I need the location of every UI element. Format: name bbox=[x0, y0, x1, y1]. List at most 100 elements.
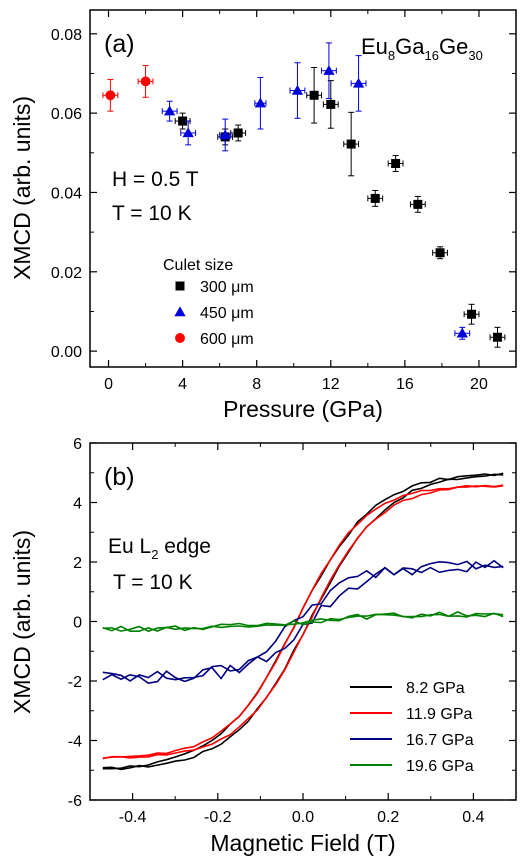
compound-ge: Ge bbox=[439, 34, 468, 59]
x-tick-label: 12 bbox=[322, 376, 340, 393]
y-tick-label: 2 bbox=[73, 555, 82, 572]
temperature-annotation-a: T = 10 K bbox=[112, 202, 192, 225]
compound-formula: Eu8Ga16Ge30 bbox=[361, 34, 483, 63]
data-point bbox=[454, 326, 471, 340]
x-tick-label: 0 bbox=[104, 376, 113, 393]
panel-b-y-axis-title: XMCD (arb. units) bbox=[9, 530, 35, 714]
point-marker bbox=[105, 90, 116, 101]
point-marker bbox=[326, 99, 336, 109]
y-tick-label: -6 bbox=[68, 793, 82, 810]
panel-a-data-points bbox=[102, 42, 506, 348]
x-tick-label: 16 bbox=[396, 376, 414, 393]
point-marker bbox=[435, 248, 445, 258]
data-point bbox=[350, 55, 367, 112]
point-marker bbox=[178, 116, 188, 126]
edge-sub: 2 bbox=[151, 547, 158, 562]
panel-a-plot-frame bbox=[89, 9, 517, 368]
point-marker bbox=[492, 332, 502, 342]
point-marker bbox=[254, 97, 267, 108]
data-point bbox=[409, 195, 426, 213]
y-tick-label: -4 bbox=[68, 734, 82, 751]
x-tick-label: 0.4 bbox=[462, 809, 484, 826]
panel-b-data-lines bbox=[102, 472, 504, 771]
data-point bbox=[367, 189, 384, 207]
legend-label: 19.6 GPa bbox=[406, 758, 474, 775]
point-marker bbox=[291, 84, 304, 95]
series-line bbox=[102, 611, 504, 633]
data-point bbox=[343, 111, 360, 177]
point-marker bbox=[370, 193, 380, 203]
x-tick-label: 20 bbox=[470, 376, 488, 393]
point-marker bbox=[346, 139, 356, 149]
y-tick-label: -2 bbox=[68, 674, 82, 691]
panel-a-axis-ticks: 0 4 8 12 16 20 0.00 0.02 0.04 0.06 0.08 bbox=[51, 10, 516, 393]
legend-marker-circle bbox=[175, 333, 185, 343]
data-point bbox=[254, 76, 267, 130]
x-tick-label: -0.2 bbox=[204, 809, 232, 826]
legend-marker-triangle bbox=[174, 306, 186, 317]
legend-label: 600 μm bbox=[200, 331, 254, 348]
x-tick-label: 8 bbox=[252, 376, 261, 393]
series-line bbox=[102, 473, 504, 771]
data-point bbox=[463, 303, 480, 325]
data-point bbox=[306, 67, 323, 124]
point-marker bbox=[467, 309, 477, 319]
legend-label: 16.7 GPa bbox=[406, 732, 474, 749]
edge-rest: edge bbox=[158, 535, 211, 558]
data-point bbox=[432, 246, 448, 260]
y-tick-label: 0.00 bbox=[51, 344, 82, 361]
data-point bbox=[321, 42, 337, 99]
x-tick-label: 0.2 bbox=[377, 809, 399, 826]
legend-label: 450 μm bbox=[200, 305, 254, 322]
x-tick-label: 4 bbox=[178, 376, 187, 393]
data-point bbox=[289, 62, 306, 119]
point-marker bbox=[456, 327, 468, 338]
panel-b-x-axis-title: Magnetic Field (T) bbox=[210, 830, 395, 856]
point-marker bbox=[164, 105, 176, 116]
panel-a-x-axis-title: Pressure (GPa) bbox=[223, 396, 383, 422]
panel-b-axis-ticks: -0.4 -0.2 0.0 0.2 0.4 -6 -4 -2 0 2 4 6 bbox=[68, 436, 517, 826]
point-marker bbox=[233, 128, 243, 138]
edge-base: Eu L bbox=[108, 535, 151, 558]
y-tick-label: 6 bbox=[73, 436, 82, 453]
data-point bbox=[322, 80, 339, 129]
point-marker bbox=[323, 65, 335, 75]
point-marker bbox=[309, 90, 319, 100]
data-point bbox=[161, 100, 178, 122]
compound-ga: Ga bbox=[395, 34, 425, 59]
panel-a: 0 4 8 12 16 200.000.020.040.060.08 (a) Eu8Ga1… bbox=[9, 9, 517, 422]
y-tick-label: 0.02 bbox=[51, 265, 82, 282]
point-marker bbox=[140, 76, 151, 87]
panel-a-y-axis-title: XMCD (arb. units) bbox=[9, 96, 35, 280]
legend-title: Culet size bbox=[163, 257, 233, 274]
temperature-annotation-b: T = 10 K bbox=[113, 571, 193, 594]
y-tick-label: 0 bbox=[73, 615, 82, 632]
data-point bbox=[387, 155, 404, 172]
point-marker bbox=[219, 129, 231, 140]
point-marker bbox=[391, 159, 401, 169]
y-tick-label: 0.08 bbox=[51, 27, 82, 44]
series-line bbox=[102, 472, 504, 770]
series-line bbox=[102, 611, 504, 633]
panel-a-label: (a) bbox=[104, 30, 135, 58]
y-tick-label: 4 bbox=[73, 496, 82, 513]
compound-eu: Eu bbox=[361, 34, 388, 59]
compound-sub-8: 8 bbox=[388, 48, 395, 63]
legend-label: 11.9 GPa bbox=[406, 706, 473, 723]
point-marker bbox=[352, 77, 365, 88]
panel-b-label: (b) bbox=[104, 463, 135, 491]
compound-sub-30: 30 bbox=[468, 48, 482, 63]
data-point bbox=[489, 326, 506, 348]
legend-label: 8.2 GPa bbox=[406, 680, 465, 697]
x-tick-label: 0.0 bbox=[292, 809, 314, 826]
data-point bbox=[137, 65, 154, 98]
panel-a-legend: 300 μm 450 μm 600 μm bbox=[174, 279, 254, 348]
legend-marker-square bbox=[175, 281, 185, 291]
x-tick-label: -0.4 bbox=[119, 809, 147, 826]
series-line bbox=[102, 559, 504, 682]
point-marker bbox=[413, 199, 423, 209]
panel-b-legend: 8.2 GPa 11.9 GPa 16.7 GPa 19.6 GPa bbox=[350, 680, 474, 775]
y-tick-label: 0.06 bbox=[51, 106, 82, 123]
